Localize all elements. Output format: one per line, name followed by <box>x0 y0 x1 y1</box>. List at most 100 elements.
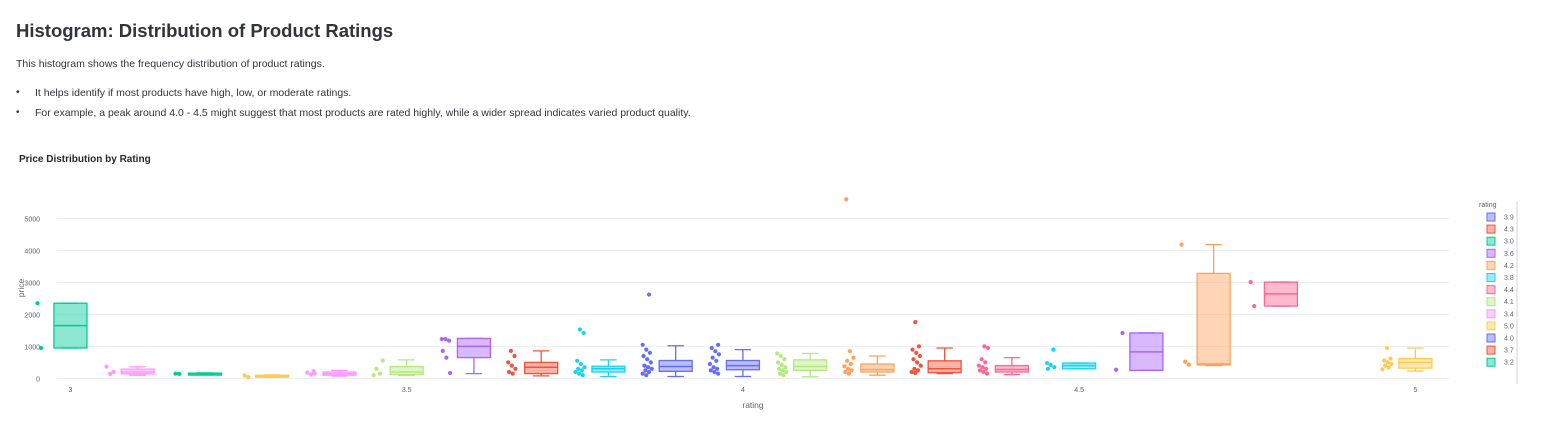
box-series-4.5 <box>1044 347 1097 371</box>
data-point <box>1384 345 1390 351</box>
data-point <box>711 365 716 370</box>
data-point <box>576 366 581 371</box>
data-point <box>380 358 385 363</box>
x-tick-label: 5 <box>1413 387 1417 394</box>
data-point <box>851 355 856 360</box>
x-tick-label: 4.5 <box>1074 387 1084 394</box>
legend-swatch <box>1486 321 1496 331</box>
data-point <box>715 342 721 347</box>
legend-swatch <box>1486 273 1496 282</box>
y-tick-label: 2000 <box>24 312 40 319</box>
data-point <box>977 368 982 373</box>
data-point <box>579 368 584 373</box>
box <box>927 360 962 374</box>
data-point <box>506 360 511 365</box>
data-point <box>640 342 645 347</box>
data-point <box>777 371 782 376</box>
data-point <box>440 348 445 353</box>
legend-label: 4.1 <box>1504 299 1514 306</box>
legend-item[interactable]: 3.4 <box>1486 309 1514 319</box>
legend-label: 4.4 <box>1504 287 1514 294</box>
legend-item[interactable]: 3.6 <box>1486 248 1514 258</box>
data-point <box>847 349 852 354</box>
data-point <box>439 336 444 342</box>
data-point <box>913 370 918 376</box>
data-point <box>913 319 918 325</box>
legend-item[interactable]: 5.0 <box>1486 321 1514 331</box>
data-point <box>575 358 580 363</box>
x-tick-label: 4 <box>741 387 745 394</box>
box-series-3.5 <box>371 358 424 378</box>
data-point <box>1114 367 1119 372</box>
data-point <box>1052 365 1057 370</box>
data-point <box>1385 360 1390 365</box>
legend-swatch <box>1486 297 1496 307</box>
data-point <box>1383 363 1388 368</box>
legend-swatch <box>1486 260 1496 270</box>
bullet-item: It helps identify if most products have … <box>16 86 691 106</box>
box-series-3.4 <box>305 368 357 377</box>
x-tick-label: 3.5 <box>402 387 412 394</box>
data-point <box>640 371 645 376</box>
data-point <box>1048 362 1053 368</box>
data-point <box>707 361 713 367</box>
legend-label: 4.0 <box>1504 336 1514 343</box>
data-point <box>447 370 453 376</box>
data-point <box>843 369 848 375</box>
data-point <box>1248 279 1253 285</box>
data-point <box>710 355 715 360</box>
data-point <box>715 371 721 376</box>
legend-item[interactable]: 4.4 <box>1486 285 1514 295</box>
legend-swatch <box>1486 345 1496 355</box>
data-point <box>644 373 649 378</box>
data-point <box>917 353 922 359</box>
box-series-5.0 <box>1380 345 1433 372</box>
data-point <box>915 360 920 365</box>
data-point <box>177 371 182 377</box>
data-point <box>581 330 586 336</box>
legend-swatch <box>1486 309 1496 319</box>
data-point <box>1120 330 1125 336</box>
data-point <box>715 366 720 371</box>
legend-item[interactable]: 3.8 <box>1486 273 1514 283</box>
legend-label: 4.2 <box>1504 263 1514 270</box>
box-series-4.8 <box>1248 279 1299 309</box>
y-tick-label: 1000 <box>24 344 40 351</box>
data-point <box>845 366 851 371</box>
data-point <box>509 363 514 368</box>
legend-item[interactable]: 3.0 <box>1486 236 1514 246</box>
data-point <box>576 371 582 376</box>
legend-item[interactable]: 3.7 <box>1486 345 1514 355</box>
bullet-list: It helps identify if most products have … <box>16 86 691 126</box>
box <box>793 359 828 372</box>
box <box>456 337 492 359</box>
data-point <box>1186 362 1191 367</box>
data-point <box>649 366 654 371</box>
data-point <box>1179 242 1184 247</box>
box-series-4.7 <box>1179 242 1231 367</box>
legend-item[interactable]: 4.0 <box>1486 333 1514 343</box>
box-series-4.2 <box>842 197 895 376</box>
data-point <box>1252 303 1257 309</box>
legend-title: rating <box>1479 202 1497 209</box>
data-point <box>646 365 651 370</box>
data-point <box>783 365 788 370</box>
data-point <box>646 369 652 375</box>
data-point <box>1389 361 1394 367</box>
legend-item[interactable]: 3.9 <box>1486 212 1514 222</box>
box-series-4.0 <box>707 342 761 378</box>
legend-item[interactable]: 4.1 <box>1486 297 1514 307</box>
data-point <box>35 301 40 306</box>
box-series-3.9 <box>640 292 693 378</box>
data-point <box>645 357 650 362</box>
legend-item[interactable]: 3.2 <box>1486 357 1514 367</box>
legend-label: 3.4 <box>1504 311 1514 318</box>
data-point <box>1386 365 1391 370</box>
legend-item[interactable]: 4.2 <box>1486 260 1514 270</box>
legend-swatch <box>1486 248 1496 258</box>
data-point <box>312 371 317 376</box>
data-point <box>578 361 583 367</box>
data-point <box>510 371 515 376</box>
legend-item[interactable]: 4.3 <box>1486 224 1514 234</box>
